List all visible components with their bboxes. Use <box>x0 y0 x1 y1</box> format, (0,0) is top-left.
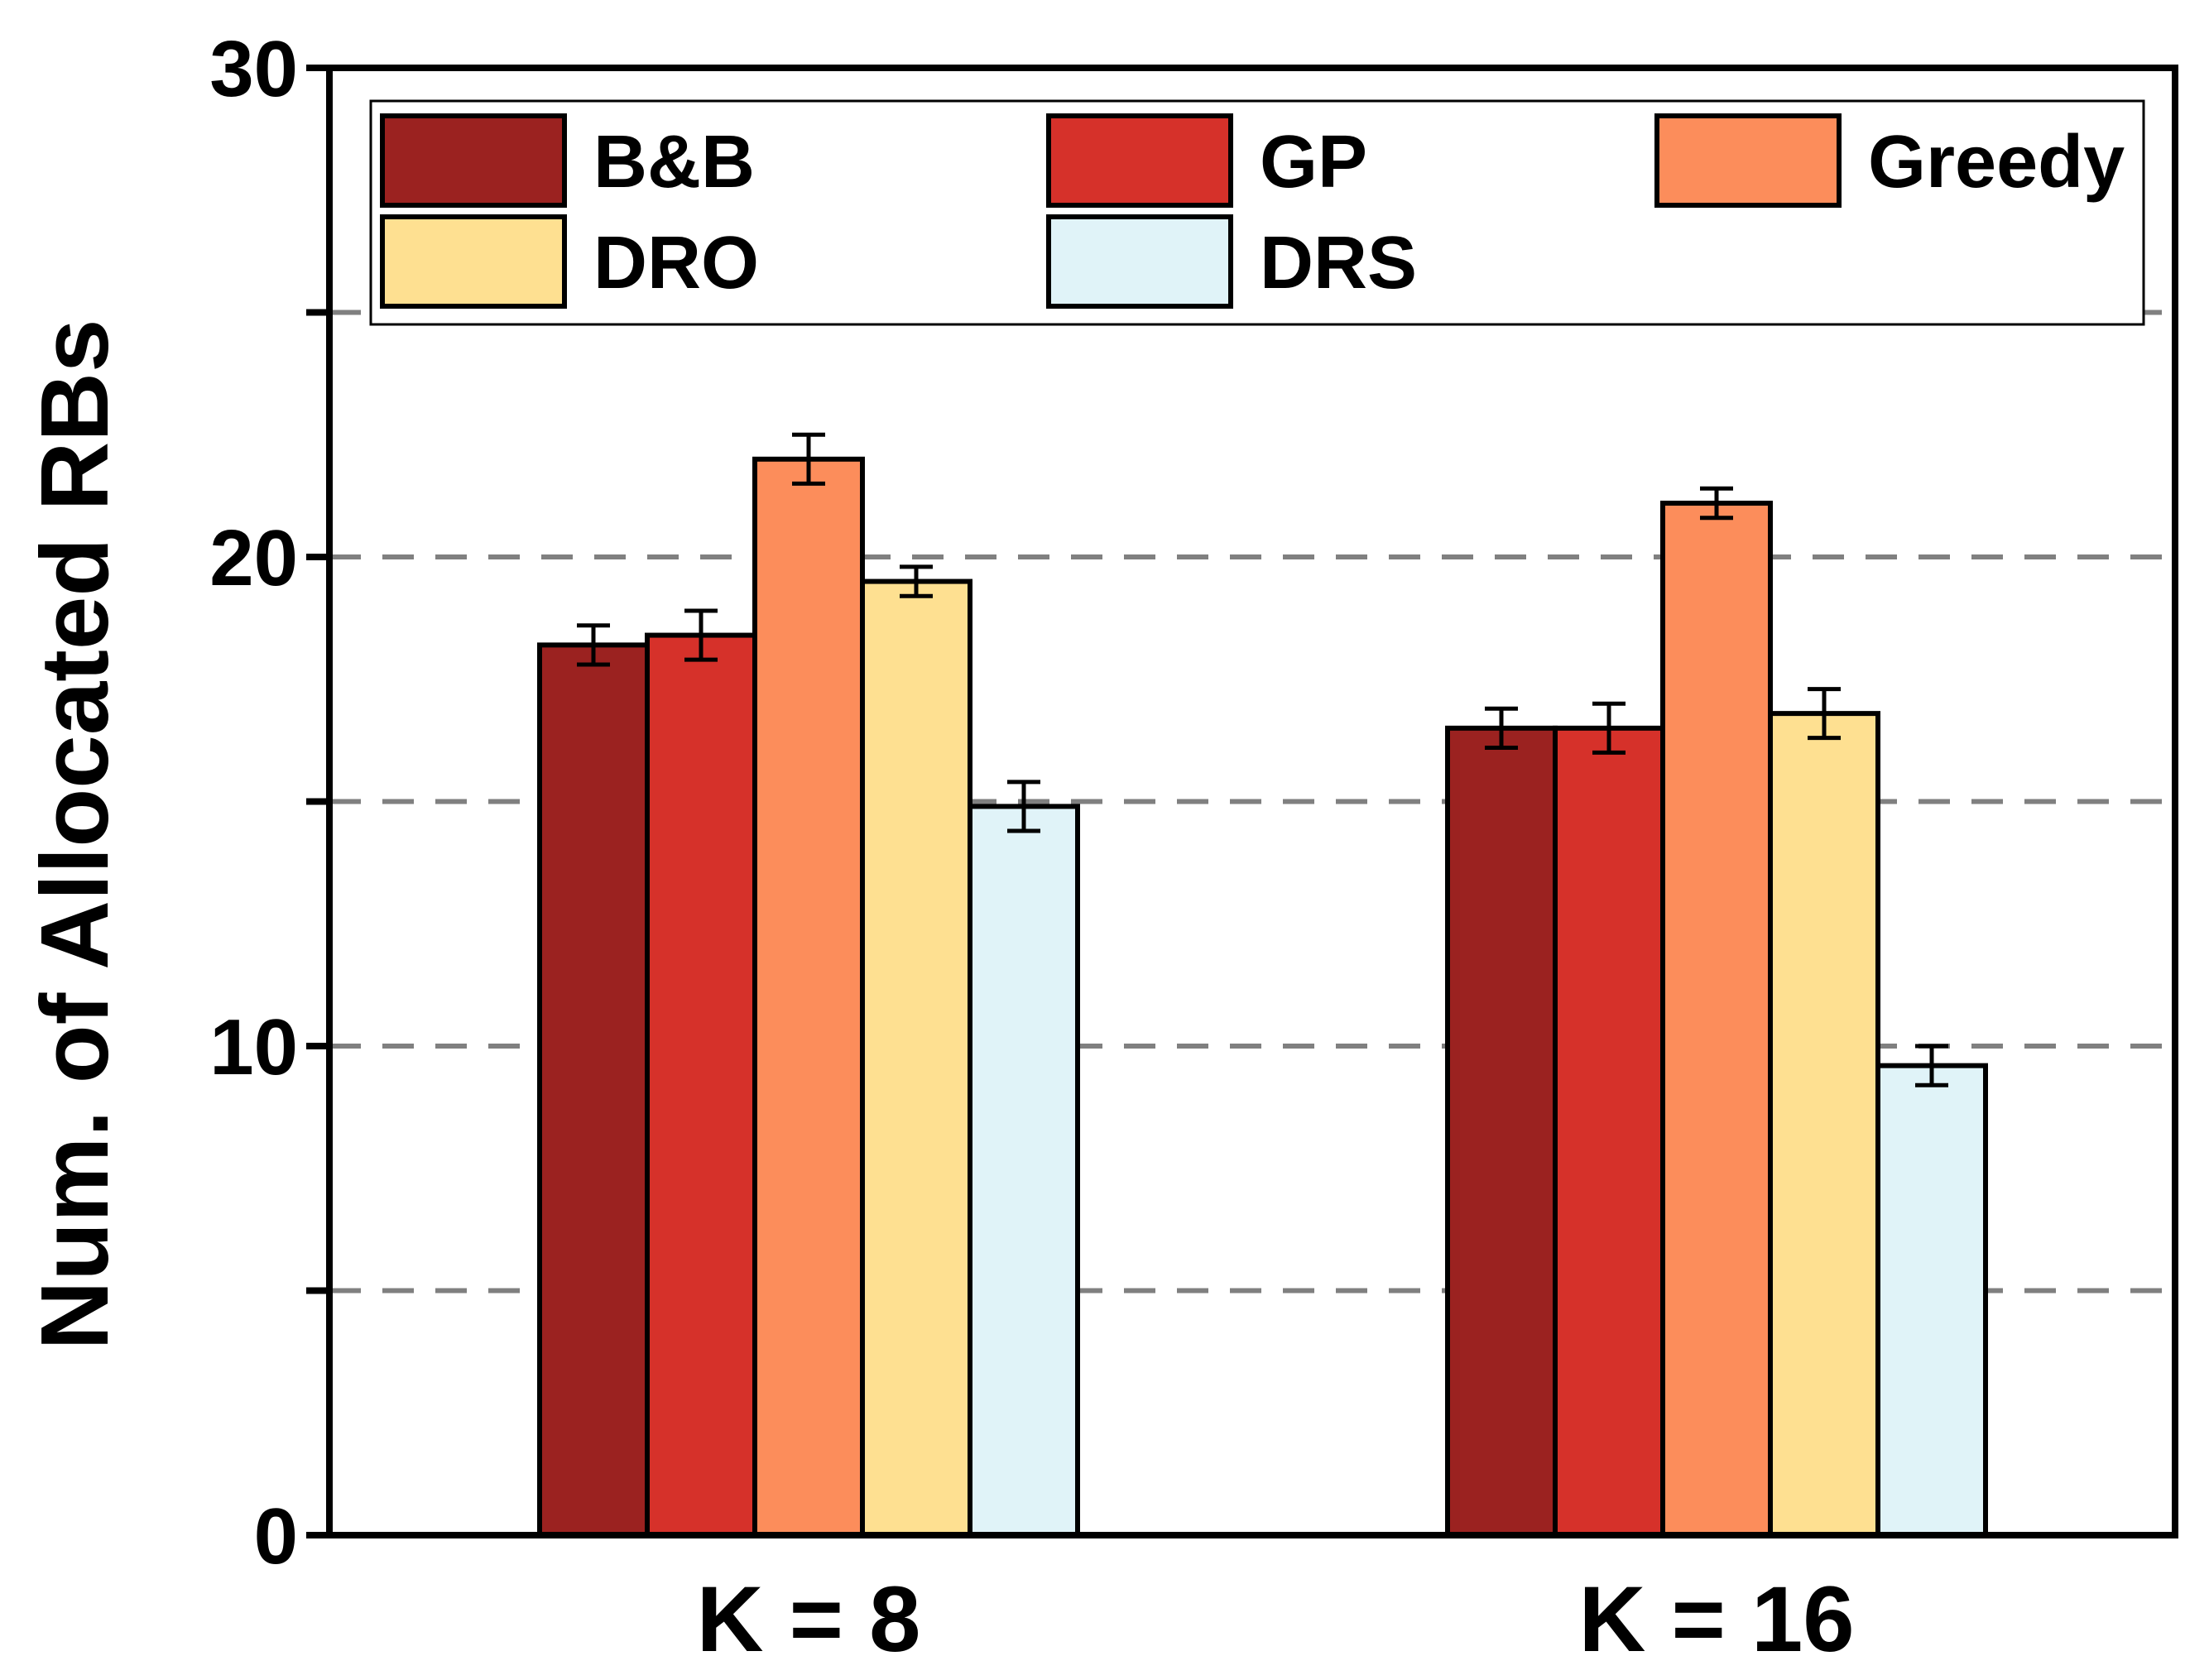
bar-dro-k-16 <box>1768 711 1880 1538</box>
legend-swatch-dro <box>380 214 567 309</box>
x-category-label-k-16: K = 16 <box>1578 1567 1854 1671</box>
bar-greedy-k-8 <box>752 456 865 1538</box>
legend-swatch-gp <box>1046 113 1233 208</box>
error-bar-b-b-k-16 <box>1485 706 1518 750</box>
legend-item-gp: GP <box>1046 113 1367 208</box>
bar-drs-k-8 <box>968 804 1080 1538</box>
error-bar-gp-k-16 <box>1592 701 1626 755</box>
bar-dro-k-8 <box>860 578 972 1538</box>
legend-label-gp: GP <box>1260 121 1367 204</box>
x-axis-labels: K = 8 K = 16 <box>697 1567 1855 1671</box>
legend-item-b-b: B&B <box>380 113 755 208</box>
bar-b-b-k-8 <box>537 642 650 1538</box>
error-bar-greedy-k-16 <box>1700 486 1733 521</box>
bar-gp-k-16 <box>1553 725 1665 1538</box>
error-bar-greedy-k-8 <box>792 432 825 486</box>
legend-item-dro: DRO <box>380 214 759 309</box>
y-tick-label-30: 30 <box>209 25 298 113</box>
bars <box>537 456 1988 1538</box>
bar-b-b-k-16 <box>1445 725 1558 1538</box>
legend-box <box>369 99 2145 326</box>
legend-swatch-drs <box>1046 214 1233 309</box>
error-bar-gp-k-8 <box>684 608 718 662</box>
legend-swatch-greedy <box>1654 113 1842 208</box>
legend: B&B GP Greedy DRO DRS <box>369 99 2145 326</box>
y-axis-ticks: 0 10 20 30 <box>209 25 329 1581</box>
x-category-label-k-8: K = 8 <box>697 1567 921 1671</box>
legend-label-greedy: Greedy <box>1868 121 2125 204</box>
error-bar-drs-k-8 <box>1007 780 1040 833</box>
error-bar-dro-k-16 <box>1808 687 1841 741</box>
bar-gp-k-8 <box>645 632 757 1538</box>
error-bar-b-b-k-8 <box>577 623 610 667</box>
legend-swatch-b-b <box>380 113 567 208</box>
bar-greedy-k-16 <box>1660 500 1773 1538</box>
legend-label-b-b: B&B <box>593 121 755 204</box>
bar-drs-k-16 <box>1875 1063 1988 1538</box>
y-tick-label-0: 0 <box>254 1492 298 1581</box>
legend-item-drs: DRS <box>1046 214 1417 309</box>
y-axis-title: Num. of Allocated RBs <box>21 319 128 1350</box>
legend-item-greedy: Greedy <box>1654 113 2125 208</box>
y-tick-label-20: 20 <box>209 514 298 602</box>
y-tick-label-10: 10 <box>209 1003 298 1092</box>
legend-label-dro: DRO <box>593 222 759 305</box>
legend-label-drs: DRS <box>1260 222 1417 305</box>
error-bars <box>577 432 1948 1087</box>
error-bar-drs-k-16 <box>1915 1044 1948 1087</box>
error-bar-dro-k-8 <box>900 564 933 598</box>
